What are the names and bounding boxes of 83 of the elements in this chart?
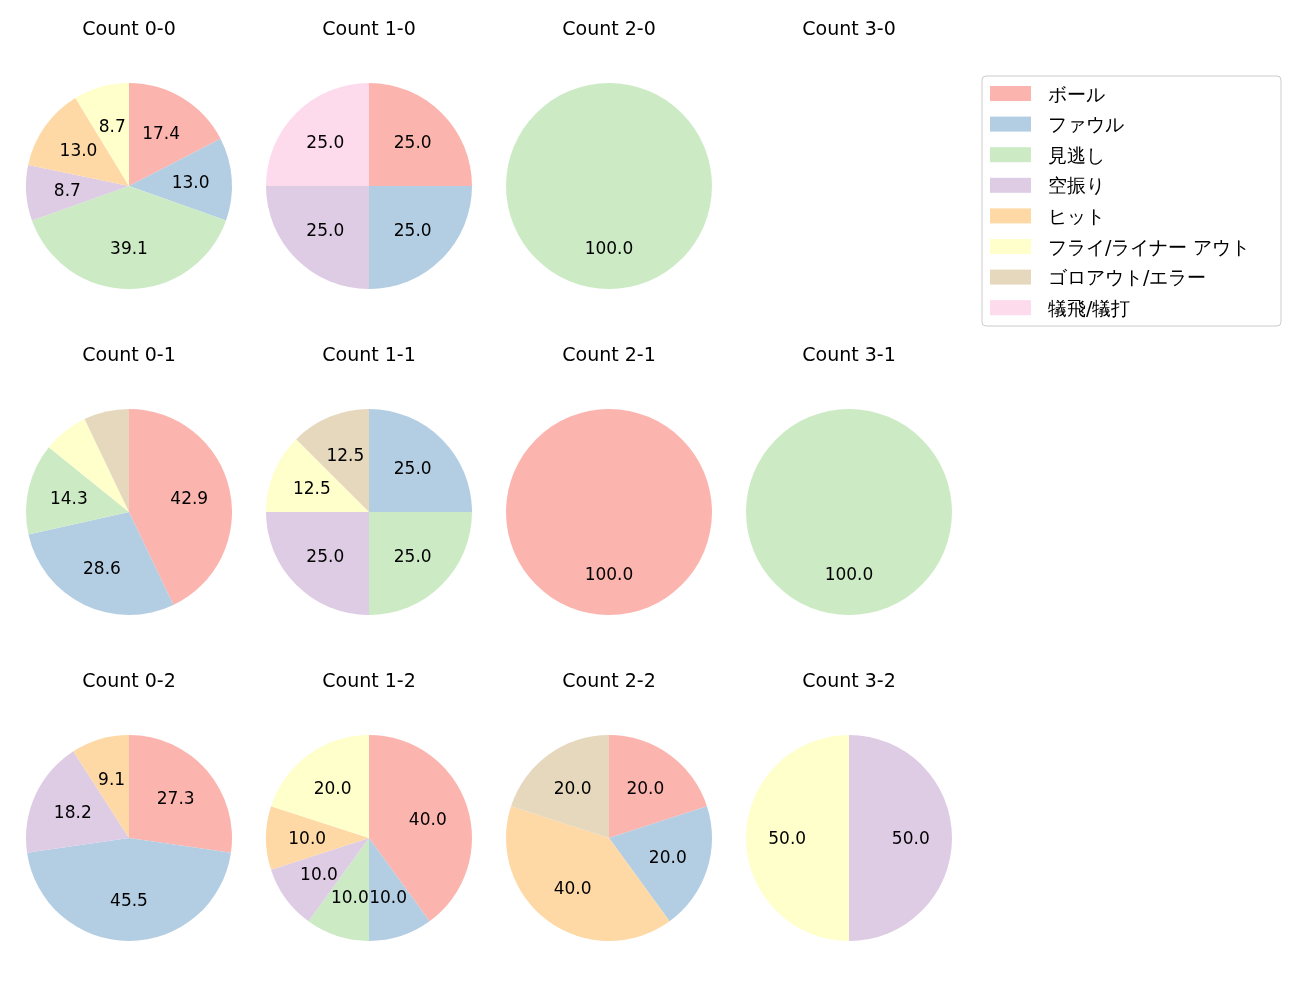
chart-title: Count 2-2: [562, 669, 656, 691]
data-label: 13.0: [171, 171, 210, 192]
pie-slice: [26, 447, 129, 535]
pie-slice: [296, 409, 369, 512]
pie-slice: [129, 138, 232, 221]
data-label: 25.0: [306, 219, 345, 240]
pie-slice: [609, 735, 707, 838]
chart-title: Count 0-0: [82, 17, 176, 39]
pie-slice: [26, 751, 129, 853]
data-label: 25.0: [306, 132, 345, 153]
data-label: 100.0: [824, 563, 874, 584]
legend-label: ファウル: [1048, 113, 1124, 136]
legend-label: ボール: [1048, 82, 1105, 105]
data-label: 25.0: [393, 219, 432, 240]
pie-slice: [266, 512, 369, 615]
pie-slice: [369, 186, 472, 289]
data-label: 8.7: [53, 180, 81, 201]
pie-slice: [129, 409, 232, 605]
data-label: 20.0: [313, 778, 352, 798]
pie-slice: [849, 735, 952, 941]
data-label: 100.0: [584, 237, 634, 258]
chart-title: Count 3-1: [802, 343, 896, 365]
data-label: 25.0: [393, 545, 432, 566]
chart-title: Count 0-2: [82, 669, 176, 691]
data-label: 28.6: [83, 557, 121, 578]
pie-slice: [369, 83, 472, 186]
data-label: 12.5: [326, 444, 365, 465]
data-label: 14.3: [49, 487, 88, 508]
data-label: 10.0: [288, 828, 327, 848]
pie-slice: [266, 439, 369, 512]
data-label: 100.0: [584, 563, 634, 584]
data-label: 20.0: [626, 778, 665, 798]
chart-title: Count 1-1: [322, 343, 416, 365]
pie-slice: [129, 83, 221, 186]
legend-label: 犠飛/犠打: [1048, 296, 1131, 319]
data-label: 27.3: [156, 787, 195, 808]
pie-slice: [27, 838, 231, 941]
pie-slice: [48, 419, 129, 512]
pie-slice: [369, 838, 430, 941]
pie-slice: [609, 806, 712, 922]
pie-slice: [129, 735, 232, 853]
chart-title: Count 0-1: [82, 343, 176, 365]
data-label: 13.0: [59, 140, 98, 161]
pie-slice: [369, 409, 472, 512]
data-label: 20.0: [648, 847, 687, 868]
data-label: 25.0: [393, 458, 432, 479]
data-label: 50.0: [768, 828, 807, 848]
legend-label: ヒット: [1048, 204, 1105, 227]
data-label: 20.0: [553, 778, 592, 798]
legend-label: フライ/ライナー アウト: [1048, 235, 1251, 258]
data-label: 25.0: [393, 132, 432, 153]
pie-slice: [26, 164, 129, 221]
data-label: 42.9: [170, 488, 209, 509]
chart-title: Count 2-1: [562, 343, 656, 365]
data-label: 40.0: [553, 878, 592, 898]
pie-slice: [511, 735, 609, 838]
chart-title: Count 1-2: [322, 669, 416, 691]
data-label: 18.2: [53, 802, 92, 823]
chart-title: Count 2-0: [562, 17, 656, 39]
chart-title: Count 1-0: [322, 17, 416, 39]
chart-title: Count 3-2: [802, 669, 896, 691]
pie-slice: [746, 735, 849, 941]
pie-slice: [266, 83, 369, 186]
data-label: 8.7: [98, 116, 126, 137]
pie-slice: [28, 512, 174, 615]
legend-label: 空振り: [1048, 174, 1105, 197]
data-label: 17.4: [142, 123, 181, 144]
data-label: 9.1: [98, 768, 126, 789]
pie-slice: [369, 512, 472, 615]
pie-slice: [266, 186, 369, 289]
data-label: 10.0: [300, 864, 338, 885]
pie-slice: [369, 735, 472, 922]
data-label: 12.5: [292, 478, 331, 499]
legend-label: ゴロアウト/エラー: [1048, 266, 1207, 289]
data-label: 40.0: [408, 808, 447, 829]
data-label: 10.0: [330, 886, 369, 907]
data-label: 25.0: [306, 545, 345, 566]
data-label: 45.5: [110, 889, 148, 910]
text: Count 3-0: [802, 17, 896, 39]
data-label: 50.0: [891, 828, 930, 848]
legend-label: 見逃し: [1048, 143, 1105, 166]
data-label: 39.1: [110, 237, 148, 258]
data-label: 10.0: [369, 886, 408, 907]
